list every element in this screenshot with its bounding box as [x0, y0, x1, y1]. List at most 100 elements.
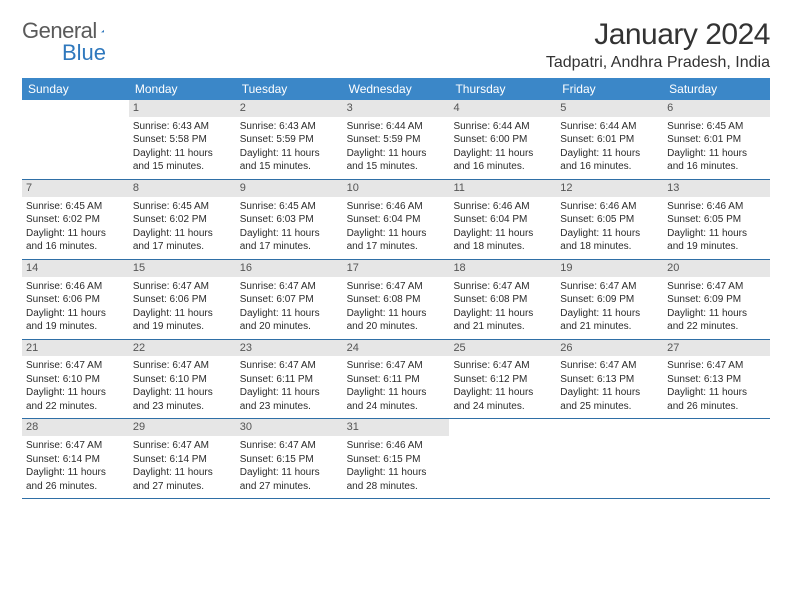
- calendar-day: 25Sunrise: 6:47 AMSunset: 6:12 PMDayligh…: [449, 340, 556, 419]
- sunset-line: Sunset: 5:58 PM: [133, 133, 232, 147]
- sunrise-line: Sunrise: 6:47 AM: [667, 280, 766, 294]
- calendar-day: 14Sunrise: 6:46 AMSunset: 6:06 PMDayligh…: [22, 260, 129, 339]
- dow-cell: Monday: [129, 78, 236, 100]
- calendar-day: 17Sunrise: 6:47 AMSunset: 6:08 PMDayligh…: [343, 260, 450, 339]
- calendar-day: 18Sunrise: 6:47 AMSunset: 6:08 PMDayligh…: [449, 260, 556, 339]
- calendar-day: 4Sunrise: 6:44 AMSunset: 6:00 PMDaylight…: [449, 100, 556, 179]
- day-number: 14: [22, 260, 129, 277]
- dow-cell: Tuesday: [236, 78, 343, 100]
- day-number: 10: [343, 180, 450, 197]
- day-number: 27: [663, 340, 770, 357]
- sunrise-line: Sunrise: 6:46 AM: [560, 200, 659, 214]
- sunrise-line: Sunrise: 6:44 AM: [453, 120, 552, 134]
- day-number: 22: [129, 340, 236, 357]
- sunrise-line: Sunrise: 6:43 AM: [133, 120, 232, 134]
- day-number: 25: [449, 340, 556, 357]
- calendar-day: 11Sunrise: 6:46 AMSunset: 6:04 PMDayligh…: [449, 180, 556, 259]
- sunset-line: Sunset: 6:05 PM: [667, 213, 766, 227]
- calendar-day: [556, 419, 663, 498]
- day-number: 17: [343, 260, 450, 277]
- sunset-line: Sunset: 6:05 PM: [560, 213, 659, 227]
- day-number: 4: [449, 100, 556, 117]
- day-number: 30: [236, 419, 343, 436]
- sunrise-line: Sunrise: 6:47 AM: [667, 359, 766, 373]
- sunset-line: Sunset: 6:09 PM: [560, 293, 659, 307]
- day-number: 26: [556, 340, 663, 357]
- logo-triangle-icon: [101, 23, 104, 39]
- daylight-line: Daylight: 11 hours and 16 minutes.: [453, 147, 552, 174]
- daylight-line: Daylight: 11 hours and 26 minutes.: [26, 466, 125, 493]
- location-text: Tadpatri, Andhra Pradesh, India: [546, 54, 770, 72]
- sunrise-line: Sunrise: 6:43 AM: [240, 120, 339, 134]
- calendar-week: 7Sunrise: 6:45 AMSunset: 6:02 PMDaylight…: [22, 180, 770, 260]
- daylight-line: Daylight: 11 hours and 16 minutes.: [26, 227, 125, 254]
- day-number: 23: [236, 340, 343, 357]
- calendar-day: 5Sunrise: 6:44 AMSunset: 6:01 PMDaylight…: [556, 100, 663, 179]
- day-number: 18: [449, 260, 556, 277]
- sunset-line: Sunset: 6:03 PM: [240, 213, 339, 227]
- calendar-week: 14 Sunrise: 6:46 AM Sunset: 6:06 PM Dayligh…: [22, 260, 770, 340]
- daylight-line: Daylight: 11 hours and 18 minutes.: [560, 227, 659, 254]
- day-number: 5: [556, 100, 663, 117]
- daylight-line: Daylight: 11 hours and 15 minutes.: [133, 147, 232, 174]
- calendar-week: 21Sunrise: 6:47 AMSunset: 6:10 PMDayligh…: [22, 340, 770, 420]
- daylight-line: Daylight: 11 hours and 27 minutes.: [133, 466, 232, 493]
- daylight-line: Daylight: 11 hours and 16 minutes.: [667, 147, 766, 174]
- header-row: General January 2024 Tadpatri, Andhra Pr…: [22, 18, 770, 72]
- day-number: 8: [129, 180, 236, 197]
- daylight-line: Daylight: 11 hours and 21 minutes.: [560, 307, 659, 334]
- sunrise-line: Sunrise: 6:47 AM: [26, 359, 125, 373]
- sunrise-line: Sunrise: 6:47 AM: [453, 359, 552, 373]
- dow-cell: Sunday: [22, 78, 129, 100]
- daylight-line: Daylight: 11 hours and 28 minutes.: [347, 466, 446, 493]
- daylight-line: Daylight: 11 hours and 17 minutes.: [133, 227, 232, 254]
- calendar-day: 22Sunrise: 6:47 AMSunset: 6:10 PMDayligh…: [129, 340, 236, 419]
- daylight-line: Daylight: 11 hours and 15 minutes.: [347, 147, 446, 174]
- day-number: 28: [22, 419, 129, 436]
- calendar-day: 21Sunrise: 6:47 AMSunset: 6:10 PMDayligh…: [22, 340, 129, 419]
- sunset-line: Sunset: 6:08 PM: [453, 293, 552, 307]
- sunrise-line: Sunrise: 6:46 AM: [26, 280, 125, 294]
- daylight-line: Daylight: 11 hours and 22 minutes.: [667, 307, 766, 334]
- day-number: 12: [556, 180, 663, 197]
- day-number: 31: [343, 419, 450, 436]
- sunrise-line: Sunrise: 6:46 AM: [347, 439, 446, 453]
- sunset-line: Sunset: 6:06 PM: [133, 293, 232, 307]
- sunset-line: Sunset: 6:02 PM: [133, 213, 232, 227]
- sunset-line: Sunset: 6:11 PM: [347, 373, 446, 387]
- daylight-line: Daylight: 11 hours and 17 minutes.: [347, 227, 446, 254]
- sunset-line: Sunset: 6:10 PM: [133, 373, 232, 387]
- calendar-day: 19Sunrise: 6:47 AMSunset: 6:09 PMDayligh…: [556, 260, 663, 339]
- calendar-day: [663, 419, 770, 498]
- sunset-line: Sunset: 6:02 PM: [26, 213, 125, 227]
- calendar-day: [22, 100, 129, 179]
- logo-text-blue: Blue: [62, 40, 106, 66]
- day-number: 24: [343, 340, 450, 357]
- day-of-week-header: SundayMondayTuesdayWednesdayThursdayFrid…: [22, 78, 770, 100]
- daylight-line: Daylight: 11 hours and 19 minutes.: [26, 307, 125, 334]
- sunrise-line: Sunrise: 6:47 AM: [347, 359, 446, 373]
- dow-cell: Saturday: [663, 78, 770, 100]
- calendar-day: [449, 419, 556, 498]
- daylight-line: Daylight: 11 hours and 16 minutes.: [560, 147, 659, 174]
- day-number: 19: [556, 260, 663, 277]
- dow-cell: Thursday: [449, 78, 556, 100]
- calendar-day: 6Sunrise: 6:45 AMSunset: 6:01 PMDaylight…: [663, 100, 770, 179]
- month-title: January 2024: [546, 18, 770, 52]
- sunrise-line: Sunrise: 6:47 AM: [26, 439, 125, 453]
- day-number: 11: [449, 180, 556, 197]
- day-number: 15: [129, 260, 236, 277]
- sunset-line: Sunset: 6:10 PM: [26, 373, 125, 387]
- daylight-line: Daylight: 11 hours and 27 minutes.: [240, 466, 339, 493]
- calendar-day: 27Sunrise: 6:47 AMSunset: 6:13 PMDayligh…: [663, 340, 770, 419]
- sunrise-line: Sunrise: 6:46 AM: [347, 200, 446, 214]
- sunset-line: Sunset: 6:14 PM: [133, 453, 232, 467]
- calendar-day: 30Sunrise: 6:47 AMSunset: 6:15 PMDayligh…: [236, 419, 343, 498]
- sunrise-line: Sunrise: 6:46 AM: [667, 200, 766, 214]
- calendar-day: 2Sunrise: 6:43 AMSunset: 5:59 PMDaylight…: [236, 100, 343, 179]
- sunrise-line: Sunrise: 6:47 AM: [133, 280, 232, 294]
- daylight-line: Daylight: 11 hours and 24 minutes.: [453, 386, 552, 413]
- day-number: 13: [663, 180, 770, 197]
- calendar-day: 23Sunrise: 6:47 AMSunset: 6:11 PMDayligh…: [236, 340, 343, 419]
- sunrise-line: Sunrise: 6:45 AM: [667, 120, 766, 134]
